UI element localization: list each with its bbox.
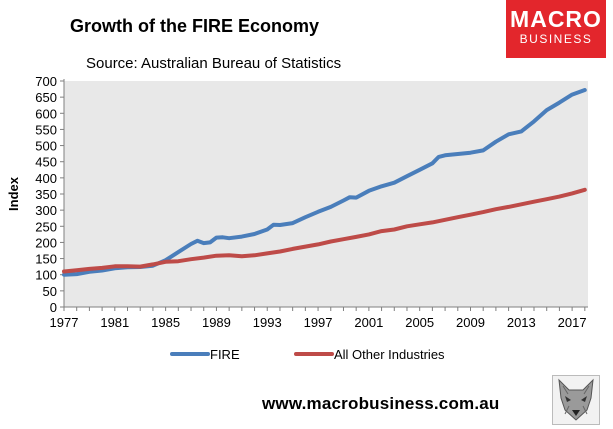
y-tick-label: 450 <box>35 155 57 170</box>
legend-label-fire: FIRE <box>210 347 240 362</box>
y-tick-label: 250 <box>35 219 57 234</box>
x-tick-label: 1997 <box>304 315 333 330</box>
wolf-logo-icon <box>552 375 600 425</box>
plot-area <box>64 81 588 307</box>
y-tick-label: 50 <box>43 284 57 299</box>
y-tick-label: 200 <box>35 235 57 250</box>
x-tick-label: 1977 <box>50 315 79 330</box>
y-tick-label: 400 <box>35 171 57 186</box>
x-tick-label: 1993 <box>253 315 282 330</box>
x-tick-label: 2001 <box>354 315 383 330</box>
chart-title: Growth of the FIRE Economy <box>70 16 320 36</box>
y-tick-label: 0 <box>50 300 57 315</box>
footer-url: www.macrobusiness.com.au <box>262 394 500 413</box>
y-tick-label: 500 <box>35 139 57 154</box>
x-tick-label: 1989 <box>202 315 231 330</box>
chart-subtitle: Source: Australian Bureau of Statistics <box>86 55 342 72</box>
macrobusiness-logo: MACRO BUSINESS <box>506 0 606 58</box>
legend-label-all-other-industries: All Other Industries <box>334 347 445 362</box>
x-tick-label: 1985 <box>151 315 180 330</box>
series-line-all-other-industries <box>62 187 587 274</box>
logo-line1: MACRO <box>510 6 602 32</box>
y-tick-label: 100 <box>35 268 57 283</box>
x-tick-label: 2009 <box>456 315 485 330</box>
y-tick-label: 300 <box>35 203 57 218</box>
x-tick-label: 2005 <box>405 315 434 330</box>
logo-line2: BUSINESS <box>519 32 593 46</box>
y-tick-label: 600 <box>35 106 57 121</box>
x-tick-label: 1981 <box>100 315 129 330</box>
y-tick-label: 700 <box>35 74 57 89</box>
y-tick-label: 650 <box>35 90 57 105</box>
y-tick-label: 150 <box>35 252 57 267</box>
y-tick-label: 550 <box>35 122 57 137</box>
y-axis-label: Index <box>6 176 21 211</box>
x-tick-label: 2013 <box>507 315 536 330</box>
y-tick-label: 350 <box>35 187 57 202</box>
x-tick-label: 2017 <box>558 315 587 330</box>
